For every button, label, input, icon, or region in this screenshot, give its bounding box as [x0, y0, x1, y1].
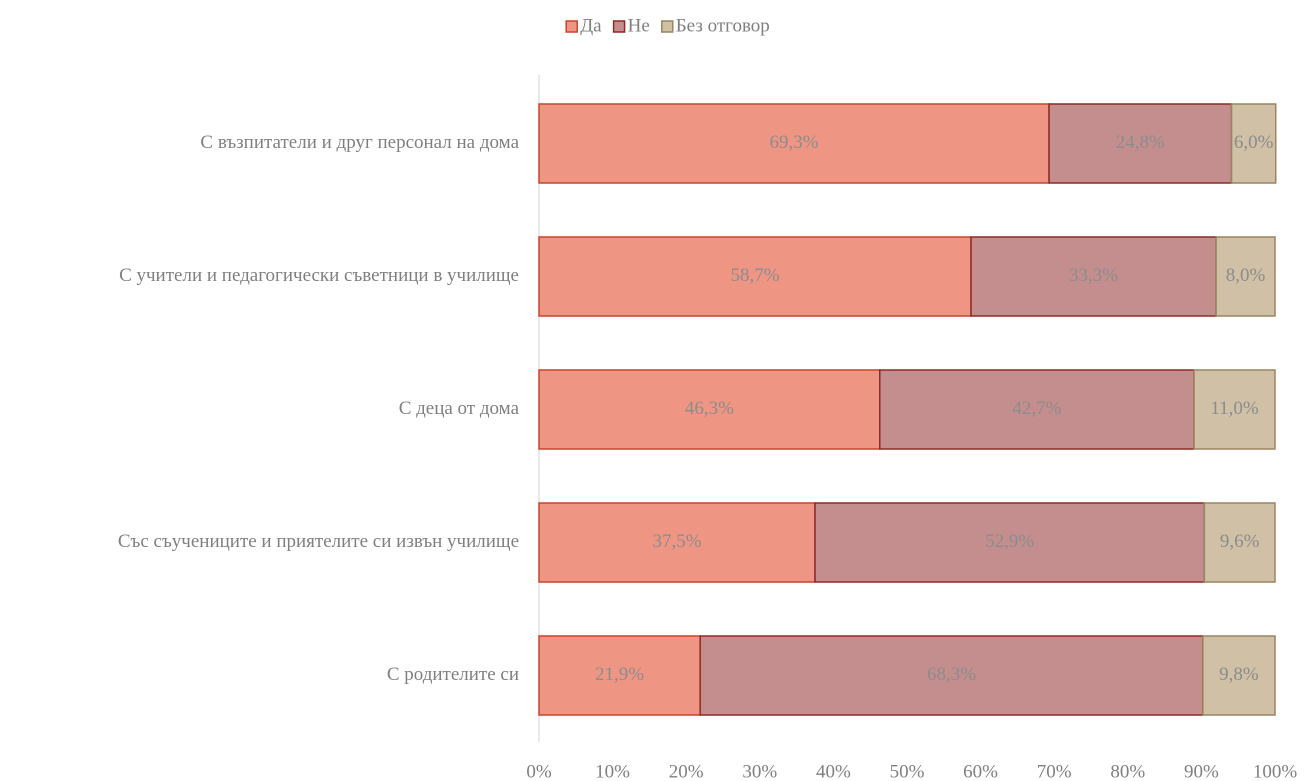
bar-segment	[538, 103, 1050, 184]
bar-segment	[699, 635, 1204, 716]
x-tick-label: 30%	[742, 761, 777, 781]
legend: Да Не Без отговор	[565, 15, 770, 36]
bar-segment	[538, 635, 701, 716]
x-tick-label: 80%	[1110, 761, 1145, 781]
data-label: 37,5%	[652, 531, 701, 552]
data-label: 21,9%	[595, 664, 644, 685]
y-tick-label: С учители и педагогически съветници в уч…	[119, 265, 519, 286]
data-label: 6,0%	[1234, 132, 1274, 153]
legend-swatch	[565, 20, 578, 33]
data-label: 9,6%	[1220, 531, 1260, 552]
data-label: 11,0%	[1210, 398, 1259, 419]
y-tick-label: С възпитатели и друг персонал на дома	[200, 132, 519, 153]
bar-segment	[1048, 103, 1233, 184]
data-label: 46,3%	[685, 398, 734, 419]
bar-segment	[814, 502, 1206, 583]
x-tick-label: 70%	[1037, 761, 1072, 781]
x-tick-label: 100%	[1253, 761, 1298, 781]
data-label: 9,8%	[1219, 664, 1259, 685]
data-label: 58,7%	[730, 265, 779, 286]
bar-segment	[1193, 369, 1276, 450]
data-label: 42,7%	[1012, 398, 1061, 419]
y-tick-label: С родителите си	[387, 664, 519, 685]
data-label: 68,3%	[927, 664, 976, 685]
data-label: 24,8%	[1116, 132, 1165, 153]
bar-segment	[1203, 502, 1276, 583]
bar-segment	[1230, 103, 1277, 184]
y-tick-label: Със съучениците и приятелите си извън уч…	[118, 531, 519, 552]
bar-segment	[1215, 236, 1276, 317]
legend-label: Не	[628, 15, 650, 36]
x-tick-label: 50%	[890, 761, 925, 781]
legend-label: Да	[580, 15, 602, 36]
x-tick-label: 40%	[816, 761, 851, 781]
bar-segment	[879, 369, 1195, 450]
legend-label: Без отговор	[676, 15, 770, 36]
x-tick-label: 10%	[595, 761, 630, 781]
data-label: 52,9%	[985, 531, 1034, 552]
legend-swatch	[661, 20, 674, 33]
bar-segment	[538, 502, 816, 583]
y-tick-label: С деца от дома	[399, 398, 520, 419]
data-label: 33,3%	[1069, 265, 1118, 286]
x-tick-label: 60%	[963, 761, 998, 781]
data-label: 8,0%	[1226, 265, 1266, 286]
bar-segment	[1202, 635, 1276, 716]
x-tick-label: 20%	[669, 761, 704, 781]
x-tick-label: 90%	[1184, 761, 1219, 781]
data-label: 69,3%	[769, 132, 818, 153]
legend-swatch	[612, 20, 626, 33]
x-tick-label: 0%	[526, 761, 552, 781]
